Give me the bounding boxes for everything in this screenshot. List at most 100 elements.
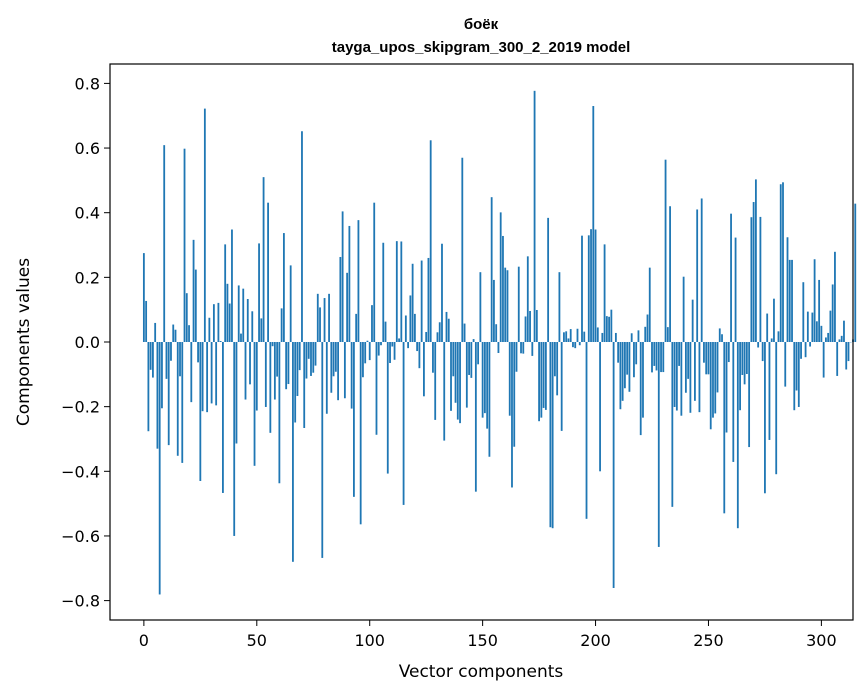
bar-296 [811,312,814,342]
bar-32 [215,342,218,406]
bar-228 [657,342,660,547]
bar-34 [219,341,222,342]
x-axis: 0 50 100 150 200 250 300 [139,620,837,650]
bar-69 [298,342,301,371]
bar-302 [825,337,827,342]
bar-95 [357,220,360,342]
bar-255 [718,328,721,342]
bar-218 [635,342,638,365]
bar-169 [524,316,527,342]
bar-104 [377,342,380,356]
bar-242 [689,342,692,413]
bar-40 [233,342,236,536]
bar-171 [529,310,531,342]
bar-216 [630,333,633,342]
bar-204 [603,244,606,342]
bar-131 [438,322,441,342]
bar-282 [779,184,782,342]
bar-122 [418,342,421,369]
bar-98 [364,342,367,364]
bar-286 [788,259,791,342]
bar-7 [158,342,161,595]
bar-273 [759,216,762,342]
bar-213 [624,342,626,389]
bar-149 [479,272,482,342]
bar-221 [642,342,644,418]
bar-303 [827,332,830,342]
bar-224 [648,267,651,342]
y-axis-label: Components values [14,258,34,426]
bar-97 [362,342,364,378]
bar-100 [368,342,371,361]
bar-24 [197,342,199,363]
bar-140 [459,342,461,424]
bar-14 [174,329,177,342]
bar-160 [504,267,507,342]
bar-0 [142,253,145,342]
bar-4 [152,342,154,378]
bar-186 [563,332,565,342]
bar-156 [495,324,498,342]
x-tick-label: 200 [580,631,611,650]
x-tick-label: 50 [247,631,267,650]
bar-276 [766,313,769,342]
bar-82 [328,293,330,342]
bar-147 [474,342,477,492]
y-tick-label: −0.4 [61,462,100,481]
bar-150 [481,342,484,418]
bar-86 [337,342,339,401]
bar-253 [714,342,717,414]
bar-292 [802,282,805,342]
bar-233 [669,206,671,342]
bar-121 [416,342,419,352]
bar-239 [682,276,685,342]
bar-133 [443,342,446,441]
bar-99 [366,340,369,342]
bar-108 [386,342,389,474]
bar-22 [192,239,195,342]
bar-94 [355,313,358,342]
bar-205 [605,316,608,342]
bar-306 [834,251,836,342]
bar-9 [163,145,166,342]
bar-21 [190,342,193,403]
bar-172 [531,342,534,356]
bar-209 [614,332,617,342]
bar-96 [359,342,362,525]
bar-125 [425,331,428,342]
bar-288 [793,342,796,411]
bar-246 [698,342,701,413]
bar-18 [183,148,186,342]
bar-194 [581,235,583,342]
bar-293 [804,342,807,358]
bar-244 [694,342,696,401]
bar-176 [540,342,543,418]
bar-256 [721,334,723,342]
bar-212 [621,342,624,401]
bar-28 [206,342,209,413]
bar-285 [786,237,789,342]
bar-64 [287,342,290,385]
bar-259 [727,342,730,363]
x-tick-label: 0 [139,631,149,650]
y-tick-label: 0.0 [75,333,100,352]
x-tick-label: 300 [806,631,837,650]
bar-236 [675,342,678,411]
bar-56 [269,342,272,433]
bar-112 [395,241,398,342]
bar-92 [350,342,353,409]
bar-138 [454,342,457,403]
bar-135 [447,318,450,342]
bar-101 [371,305,373,342]
bar-201 [596,327,599,342]
bar-227 [655,342,658,371]
bar-266 [743,342,746,385]
bar-248 [703,342,705,363]
bar-39 [231,229,233,342]
bar-165 [515,342,518,372]
bar-154 [490,197,493,342]
bar-17 [181,342,184,463]
bar-270 [752,202,755,342]
bar-110 [391,342,394,347]
